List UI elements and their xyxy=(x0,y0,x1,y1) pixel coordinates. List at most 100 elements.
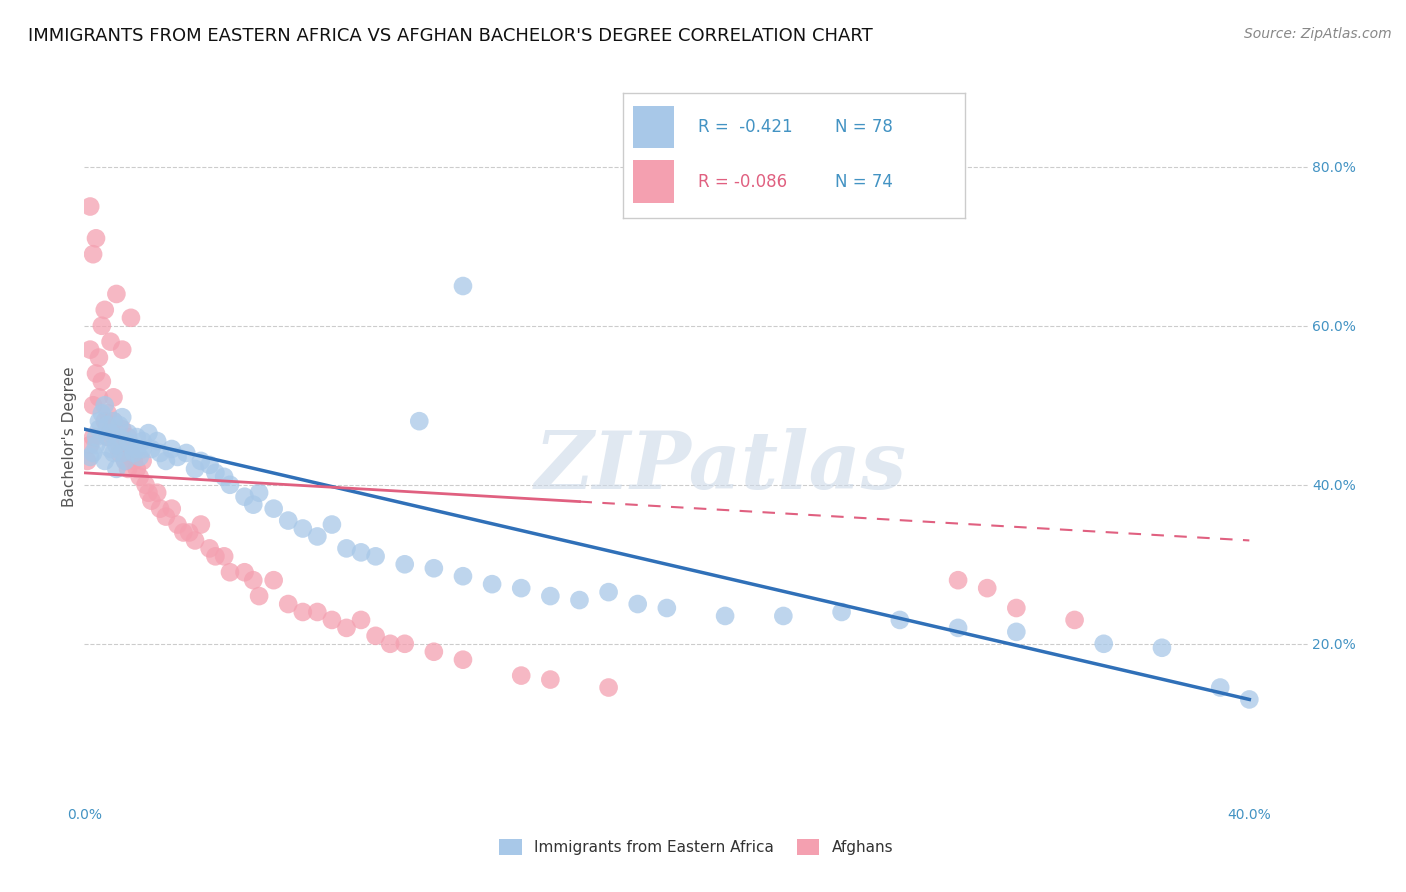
Point xyxy=(198,458,221,472)
Point xyxy=(946,573,969,587)
Point xyxy=(335,541,357,556)
Point xyxy=(350,613,373,627)
Point xyxy=(627,597,650,611)
Point xyxy=(76,454,98,468)
Point xyxy=(481,577,503,591)
Point xyxy=(82,446,104,460)
Point xyxy=(1005,601,1028,615)
Point xyxy=(233,566,256,580)
Text: IMMIGRANTS FROM EASTERN AFRICA VS AFGHAN BACHELOR'S DEGREE CORRELATION CHART: IMMIGRANTS FROM EASTERN AFRICA VS AFGHAN… xyxy=(28,27,873,45)
Point xyxy=(103,414,125,428)
Point xyxy=(120,438,142,452)
Point xyxy=(111,343,134,357)
Point xyxy=(93,454,115,468)
Point xyxy=(160,442,183,456)
Point xyxy=(247,485,270,500)
Point xyxy=(131,442,153,456)
Point xyxy=(380,637,402,651)
Y-axis label: Bachelor's Degree: Bachelor's Degree xyxy=(62,367,77,508)
Point xyxy=(114,454,136,468)
Point xyxy=(423,561,446,575)
Point xyxy=(138,485,160,500)
Point xyxy=(321,517,343,532)
Point xyxy=(79,438,101,452)
Point xyxy=(350,545,373,559)
Point xyxy=(198,541,221,556)
Point xyxy=(79,343,101,357)
Point xyxy=(97,406,120,420)
Point xyxy=(90,375,112,389)
Point xyxy=(277,597,299,611)
Point xyxy=(946,621,969,635)
Point xyxy=(714,609,737,624)
Point xyxy=(120,310,142,325)
Point xyxy=(146,434,169,448)
Point xyxy=(90,406,112,420)
Point xyxy=(108,438,131,452)
Point xyxy=(97,430,120,444)
Point xyxy=(93,302,115,317)
Point xyxy=(247,589,270,603)
Point xyxy=(87,390,110,404)
Point xyxy=(117,430,139,444)
Point xyxy=(538,589,561,603)
Point xyxy=(120,446,142,460)
Point xyxy=(125,430,148,444)
Point xyxy=(831,605,853,619)
Point xyxy=(451,653,474,667)
Point xyxy=(117,462,139,476)
Point xyxy=(100,426,122,441)
Text: Source: ZipAtlas.com: Source: ZipAtlas.com xyxy=(1244,27,1392,41)
Point xyxy=(598,585,620,599)
Point xyxy=(108,446,131,460)
Point xyxy=(79,450,101,464)
Point xyxy=(291,521,314,535)
Point xyxy=(394,558,416,572)
Point xyxy=(108,418,131,433)
Point xyxy=(1209,681,1232,695)
Point xyxy=(105,287,128,301)
Point xyxy=(277,514,299,528)
Point xyxy=(307,529,329,543)
Point xyxy=(141,493,163,508)
Point xyxy=(141,442,163,456)
Point xyxy=(87,351,110,365)
Point xyxy=(166,517,188,532)
Point xyxy=(242,573,264,587)
Point xyxy=(538,673,561,687)
Point xyxy=(114,454,136,468)
Point xyxy=(263,573,285,587)
Point xyxy=(510,668,533,682)
Point xyxy=(1063,613,1085,627)
Point xyxy=(242,498,264,512)
Point xyxy=(97,430,120,444)
Point xyxy=(103,390,125,404)
Point xyxy=(568,593,591,607)
Point xyxy=(146,485,169,500)
Point xyxy=(149,501,172,516)
Point xyxy=(131,454,153,468)
Point xyxy=(82,430,104,444)
Point xyxy=(184,462,207,476)
Point xyxy=(122,454,145,468)
Point xyxy=(976,581,998,595)
Point xyxy=(160,501,183,516)
Point xyxy=(105,430,128,444)
Point xyxy=(149,446,172,460)
Point xyxy=(117,426,139,441)
Point xyxy=(138,426,160,441)
Point xyxy=(87,422,110,436)
Point xyxy=(179,525,201,540)
Point xyxy=(1239,692,1261,706)
Point xyxy=(321,613,343,627)
Point xyxy=(111,410,134,425)
Point xyxy=(219,477,242,491)
Point xyxy=(97,418,120,433)
Point xyxy=(598,681,620,695)
Point xyxy=(190,454,212,468)
Point xyxy=(174,446,197,460)
Point xyxy=(364,629,387,643)
Point xyxy=(117,434,139,448)
Point xyxy=(204,549,226,564)
Point xyxy=(90,318,112,333)
